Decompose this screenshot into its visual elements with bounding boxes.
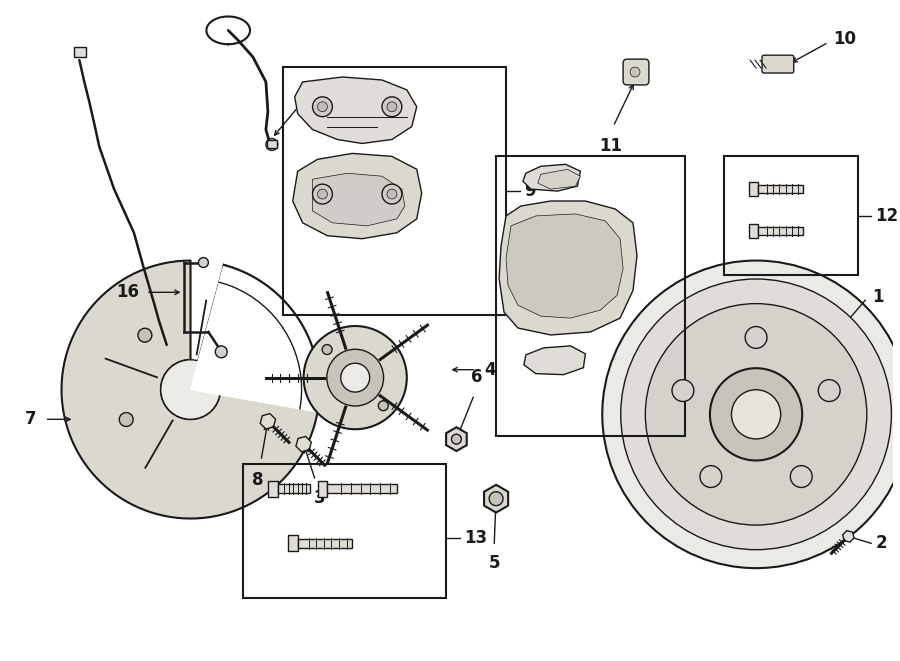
Circle shape bbox=[602, 260, 900, 568]
Polygon shape bbox=[758, 185, 803, 193]
FancyBboxPatch shape bbox=[762, 55, 794, 73]
Text: 11: 11 bbox=[598, 137, 622, 155]
Polygon shape bbox=[298, 539, 352, 548]
Circle shape bbox=[161, 360, 220, 419]
Polygon shape bbox=[538, 169, 580, 189]
Polygon shape bbox=[267, 141, 277, 149]
Text: 10: 10 bbox=[833, 30, 857, 48]
Polygon shape bbox=[506, 214, 623, 318]
Polygon shape bbox=[842, 531, 854, 542]
Polygon shape bbox=[484, 485, 508, 512]
Circle shape bbox=[341, 363, 370, 392]
Text: 12: 12 bbox=[875, 207, 898, 225]
Polygon shape bbox=[191, 265, 320, 412]
Polygon shape bbox=[278, 485, 310, 493]
Bar bbox=[75, 47, 86, 57]
Circle shape bbox=[120, 412, 133, 426]
Text: 6: 6 bbox=[471, 368, 482, 385]
Circle shape bbox=[322, 344, 332, 354]
Polygon shape bbox=[294, 77, 417, 143]
Text: 15: 15 bbox=[307, 86, 329, 104]
Circle shape bbox=[452, 434, 462, 444]
Circle shape bbox=[312, 184, 332, 204]
Circle shape bbox=[645, 303, 867, 525]
Bar bbox=[243, 464, 446, 598]
Polygon shape bbox=[446, 427, 467, 451]
Text: 2: 2 bbox=[875, 534, 886, 553]
Circle shape bbox=[710, 368, 802, 461]
Polygon shape bbox=[61, 260, 319, 518]
Circle shape bbox=[700, 465, 722, 487]
Circle shape bbox=[387, 102, 397, 112]
Circle shape bbox=[318, 189, 328, 199]
Polygon shape bbox=[296, 436, 311, 451]
Bar bbox=[496, 157, 685, 436]
Circle shape bbox=[387, 189, 397, 199]
Circle shape bbox=[382, 184, 401, 204]
Text: 3: 3 bbox=[314, 488, 325, 507]
Circle shape bbox=[198, 258, 209, 268]
Circle shape bbox=[621, 279, 891, 550]
Circle shape bbox=[378, 401, 388, 410]
Polygon shape bbox=[312, 173, 405, 226]
Text: 4: 4 bbox=[484, 361, 496, 379]
Circle shape bbox=[327, 349, 383, 406]
Text: 7: 7 bbox=[25, 410, 37, 428]
Circle shape bbox=[303, 326, 407, 429]
Polygon shape bbox=[268, 481, 278, 496]
Circle shape bbox=[382, 97, 401, 117]
Text: 1: 1 bbox=[872, 288, 884, 306]
Circle shape bbox=[138, 329, 152, 342]
Circle shape bbox=[490, 492, 503, 506]
Polygon shape bbox=[260, 414, 275, 429]
Polygon shape bbox=[749, 182, 758, 196]
Polygon shape bbox=[758, 227, 803, 235]
Polygon shape bbox=[524, 346, 585, 375]
Text: 8: 8 bbox=[252, 471, 264, 489]
Circle shape bbox=[790, 465, 812, 487]
Polygon shape bbox=[500, 201, 637, 335]
Circle shape bbox=[745, 327, 767, 348]
Circle shape bbox=[312, 97, 332, 117]
Polygon shape bbox=[288, 535, 298, 551]
Polygon shape bbox=[523, 165, 580, 191]
Text: 13: 13 bbox=[464, 529, 488, 547]
Text: 9: 9 bbox=[524, 182, 536, 200]
Text: 14: 14 bbox=[708, 321, 732, 339]
Circle shape bbox=[672, 379, 694, 401]
Circle shape bbox=[818, 379, 840, 401]
Text: 5: 5 bbox=[489, 554, 500, 572]
Circle shape bbox=[215, 346, 227, 358]
Bar bbox=[283, 67, 506, 315]
Circle shape bbox=[318, 102, 328, 112]
Circle shape bbox=[630, 67, 640, 77]
Polygon shape bbox=[328, 485, 397, 493]
Polygon shape bbox=[292, 153, 422, 239]
Text: 16: 16 bbox=[116, 284, 139, 301]
FancyBboxPatch shape bbox=[623, 59, 649, 85]
Circle shape bbox=[732, 390, 780, 439]
Circle shape bbox=[266, 139, 278, 151]
Bar bbox=[724, 157, 859, 276]
Polygon shape bbox=[318, 481, 328, 496]
Polygon shape bbox=[749, 223, 758, 238]
